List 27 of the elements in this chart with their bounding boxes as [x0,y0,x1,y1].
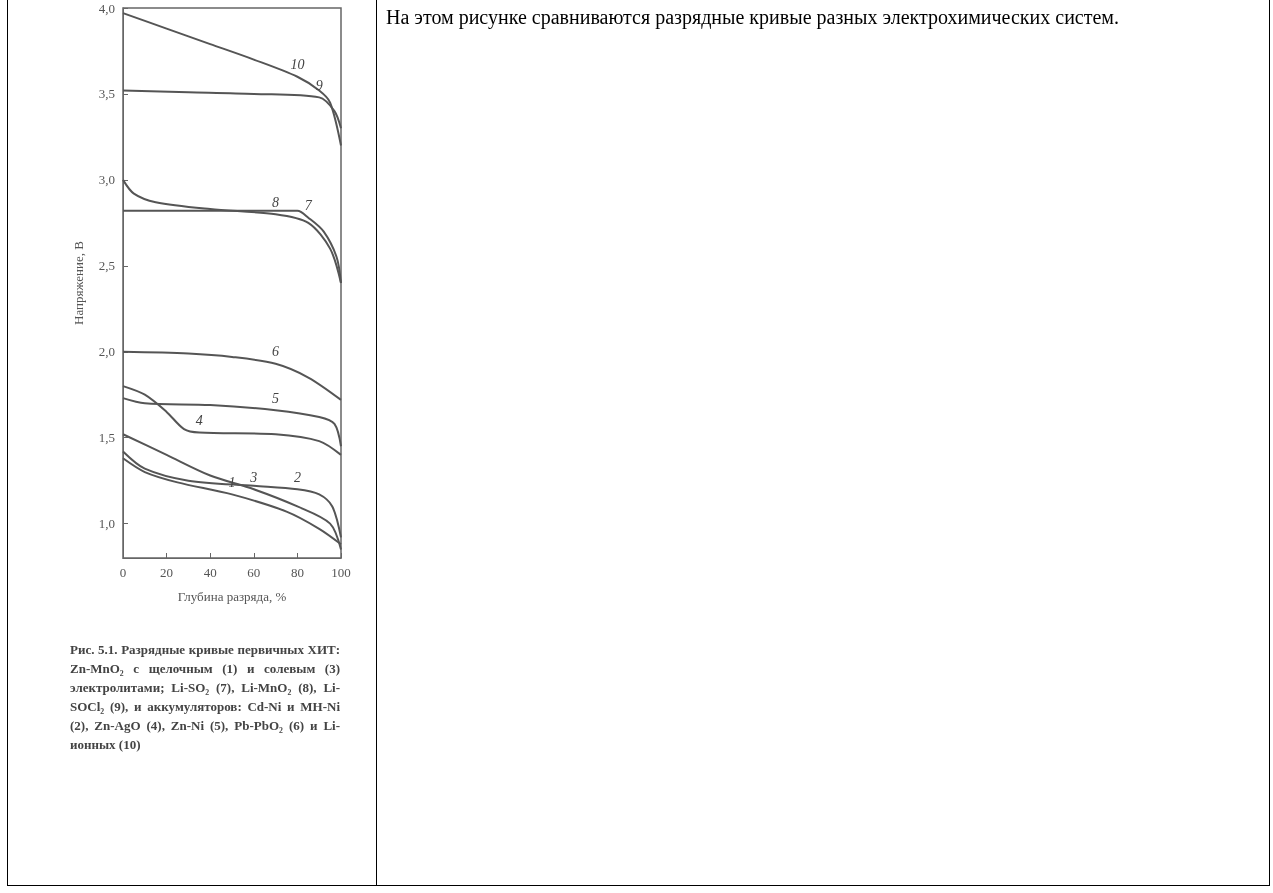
x-tick-label: 0 [119,565,127,580]
y-axis-title: Напряжение, В [71,240,86,325]
series-label: 7 [304,198,313,214]
x-axis-title: Глубина разряда, % [177,589,287,604]
x-tick-label: 100 [331,565,351,580]
text: Рис. 5.1. Разрядные кривые первичных ХИТ: Zn-MnO₂ с щелочным (1) и солевым (3) электролитами; Li-SO₂ (7), Li-MnO₂ (8), Li-SOCl₂ (9), и аккумуляторов: Cd-Ni и MH-Ni (2), Zn-AgO (4), Zn-Ni (5), Pb-PbO₂ (6) и Li-ионных (10) [70,641,340,754]
y-tick-label: 3,5 [98,86,115,102]
series-label: 10 [290,57,305,73]
y-tick-label: 1,5 [98,430,115,446]
series-label: 8 [272,194,280,210]
y-tick-label: 2,5 [98,258,115,274]
x-tick-label: 20 [160,565,174,580]
y-tick-label: 2,0 [98,344,115,360]
x-tick-label: 40 [203,565,217,580]
series-label: 9 [315,77,323,93]
series-label: 1 [228,474,236,490]
y-tick-label: 1,0 [98,516,115,532]
series-label: 5 [272,390,280,406]
series-label: 6 [272,344,280,360]
series-label: 2 [293,469,301,485]
y-tick-label: 3,0 [98,172,115,188]
y-tick-label: 4,0 [98,0,115,16]
text: На этом рисунке сравниваются разрядные кривые разных электрохимических систем. [386,5,1120,30]
x-tick-label: 60 [247,565,261,580]
x-tick-label: 80 [290,565,304,580]
series-label: 3 [249,469,258,485]
series-label: 4 [195,413,203,429]
